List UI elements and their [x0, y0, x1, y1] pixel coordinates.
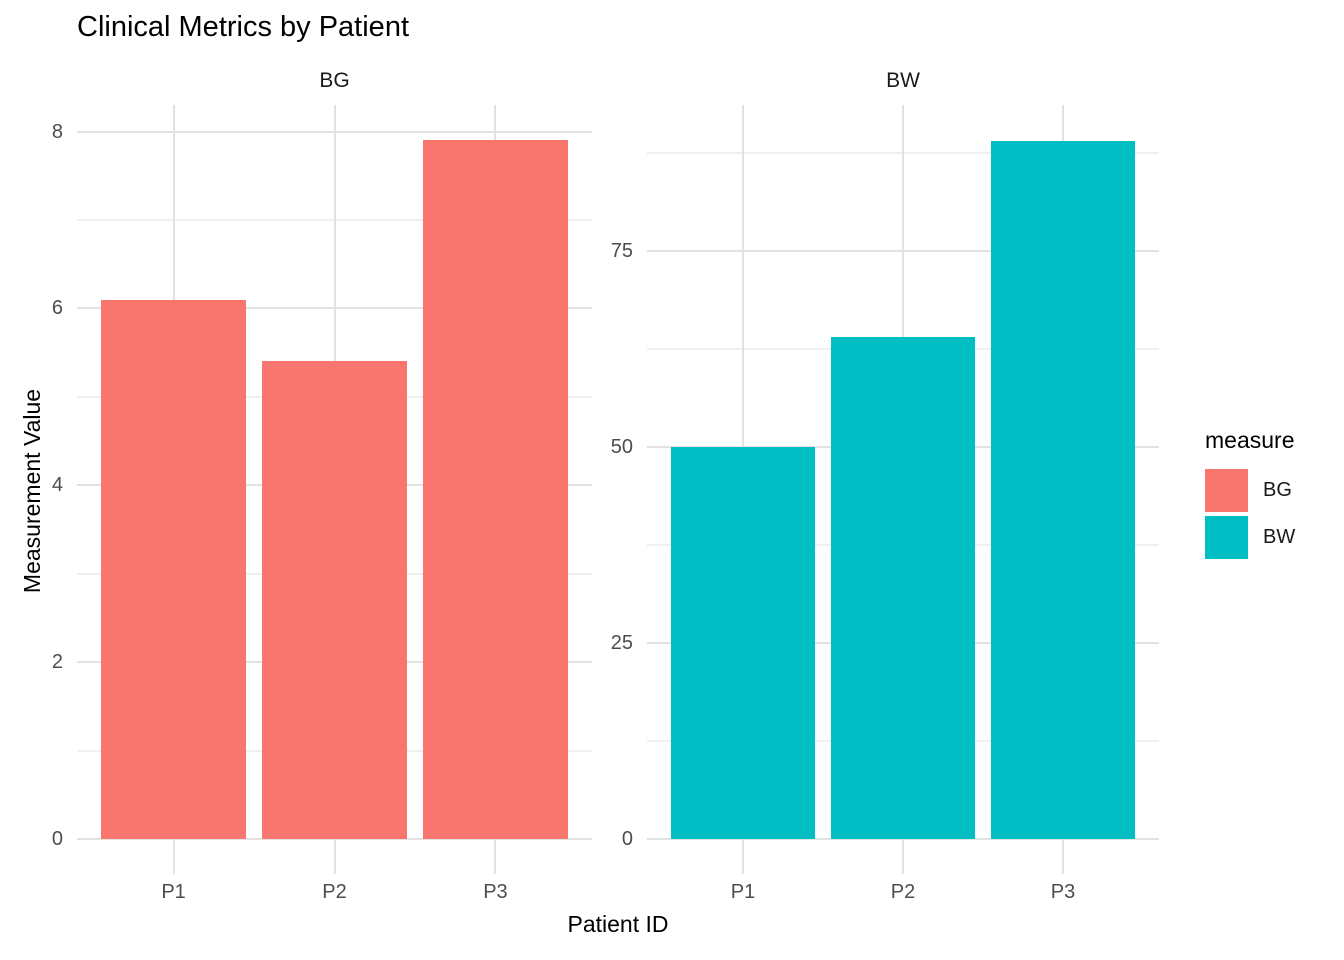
y-tick-label: 6: [51, 297, 63, 320]
y-tick-label: 0: [51, 828, 63, 850]
y-tick-label: 25: [610, 631, 633, 654]
facet-panel-bw: [647, 105, 1159, 840]
bar-bw-p2: [831, 337, 975, 839]
legend-entry: BW: [1205, 516, 1295, 559]
facet-label-bw: BW: [886, 69, 920, 92]
facet-label-bg: BG: [319, 69, 350, 92]
facet-panel-bg: [77, 105, 592, 840]
y-tick-label: 4: [51, 474, 63, 497]
bar-bw-p1: [671, 446, 815, 839]
major-gridline: [647, 838, 1159, 840]
y-tick-label: 50: [610, 435, 633, 458]
legend-swatch-bw: [1205, 516, 1248, 559]
bar-bw-p3: [991, 141, 1135, 839]
x-axis-tick: [742, 840, 744, 874]
y-tick-label: 2: [51, 651, 63, 674]
legend-label-bg: BG: [1263, 479, 1292, 501]
y-tick-label: 75: [610, 239, 633, 262]
x-tick-label: P2: [322, 881, 347, 903]
x-tick-label: P2: [890, 881, 916, 903]
legend-swatch-bg: [1205, 469, 1248, 512]
x-tick-label: P3: [1050, 881, 1076, 903]
x-axis-tick: [902, 840, 904, 874]
legend: measure BG BW: [1205, 427, 1295, 563]
bar-bg-p2: [262, 361, 407, 839]
legend-entry: BG: [1205, 469, 1295, 512]
x-axis-tick: [494, 840, 497, 874]
bar-bg-p3: [423, 140, 568, 839]
x-axis-tick: [1062, 840, 1064, 874]
x-axis-tick: [333, 840, 336, 874]
x-axis-title: Patient ID: [567, 911, 669, 937]
legend-label-bw: BW: [1263, 526, 1296, 548]
bar-bg-p1: [101, 299, 246, 839]
y-tick-label: 8: [51, 120, 63, 143]
major-gridline: [77, 838, 592, 840]
x-axis-tick: [172, 840, 175, 874]
x-tick-label: P1: [161, 881, 186, 903]
x-tick-label: P3: [483, 881, 508, 903]
legend-title: measure: [1205, 427, 1295, 453]
y-tick-label: 0: [621, 828, 633, 850]
chart-title: Clinical Metrics by Patient: [77, 11, 409, 43]
x-tick-label: P1: [730, 881, 756, 903]
